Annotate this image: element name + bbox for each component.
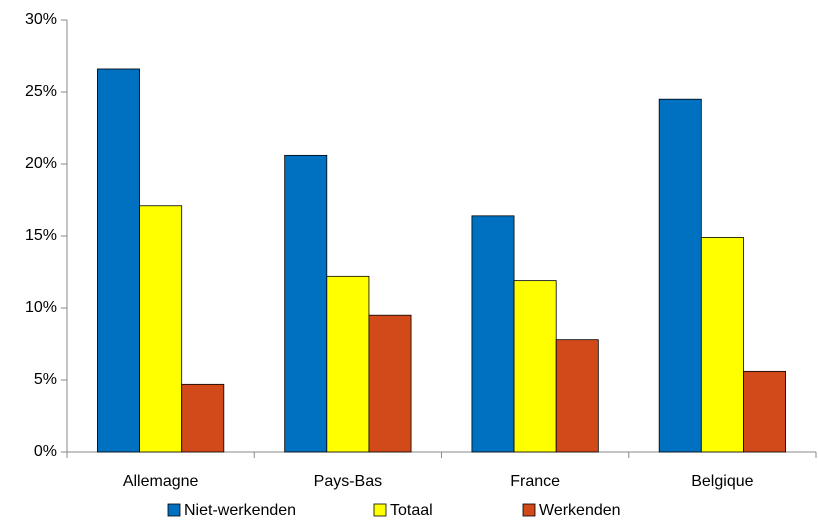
- legend-swatch: [522, 503, 536, 517]
- x-tick-label: Pays-Bas: [314, 473, 382, 490]
- bar: [555, 339, 599, 453]
- bar: [368, 314, 412, 453]
- y-tick-label: 20%: [25, 155, 57, 172]
- y-tick-label: 25%: [25, 83, 57, 100]
- legend-label: Werkenden: [539, 502, 621, 519]
- legend-label: Niet-werkenden: [184, 502, 296, 519]
- bar: [700, 237, 744, 453]
- legend-label: Totaal: [390, 502, 433, 519]
- bar: [513, 280, 557, 453]
- y-tick-label: 0%: [34, 443, 57, 460]
- bar: [284, 154, 328, 453]
- bar: [181, 383, 225, 453]
- bar: [471, 215, 515, 453]
- legend-swatch: [373, 503, 387, 517]
- legend-swatch: [167, 503, 181, 517]
- y-tick-label: 10%: [25, 299, 57, 316]
- x-tick-label: Allemagne: [123, 473, 199, 490]
- y-tick-label: 15%: [25, 227, 57, 244]
- x-tick-label: Belgique: [691, 473, 753, 490]
- x-tick-label: France: [510, 473, 560, 490]
- y-tick-label: 5%: [34, 371, 57, 388]
- bar: [658, 98, 702, 453]
- bar: [97, 68, 140, 453]
- bar: [743, 370, 786, 453]
- y-tick-label: 30%: [25, 11, 57, 28]
- bar: [326, 275, 370, 453]
- bar: [139, 205, 183, 453]
